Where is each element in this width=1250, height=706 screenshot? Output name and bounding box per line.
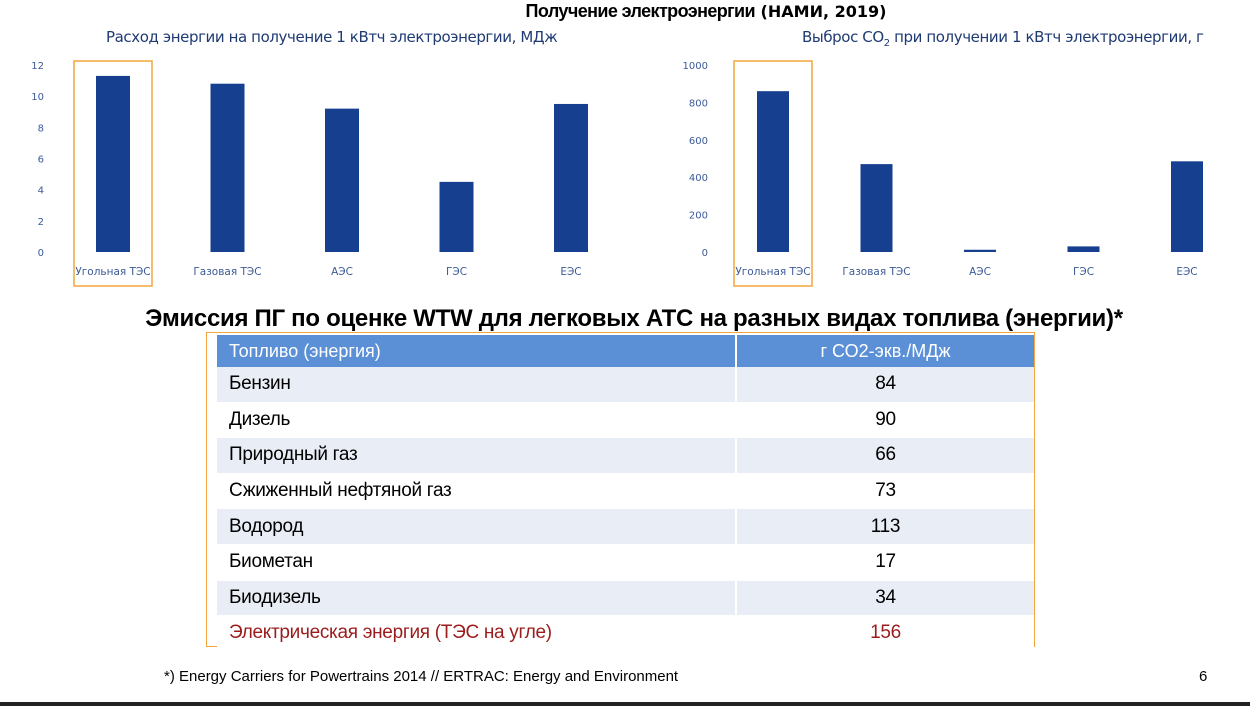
value-cell: 113 (735, 509, 1034, 545)
chart1-title: Расход энергии на получение 1 кВтч элект… (106, 28, 558, 46)
x-tick-label: Газовая ТЭС (193, 266, 261, 278)
table-row: Биометан 17 (217, 544, 1034, 581)
energy-consumption-chart: 0 2 4 6 8 10 12 Угольная ТЭС Газовая ТЭС АЭС ГЭС ЕЭ… (31, 60, 588, 287)
y-tick-label: 10 (31, 92, 44, 103)
slide-title-source: (НАМИ, 2019) (754, 2, 887, 21)
y-tick-label: 600 (689, 136, 708, 147)
page-number: 6 (1199, 668, 1208, 685)
table-row: Биодизель 34 (217, 580, 1034, 617)
slide-title: Получение электроэнергии (НАМИ, 2019) (0, 0, 1250, 23)
y-tick-label: 8 (38, 123, 44, 134)
y-tick-label: 200 (689, 211, 708, 222)
bar-2 (860, 164, 893, 252)
section-title: Эмиссия ПГ по оценке WTW для легковых АТ… (145, 305, 1123, 332)
value-cell: 34 (735, 580, 1034, 617)
fuel-cell: Сжиженный нефтяной газ (217, 473, 735, 510)
x-tick-label: Угольная ТЭС (735, 266, 810, 278)
co2-emission-chart: 0 200 400 600 800 1000 Угольная ТЭС Газовая ТЭС… (683, 60, 1203, 287)
x-tick-label: Газовая ТЭС (842, 266, 910, 278)
value-cell: 73 (735, 473, 1034, 510)
highlight-frame (733, 60, 813, 287)
table-row: Сжиженный нефтяной газ 73 (217, 473, 1034, 510)
x-tick-label: ГЭС (1073, 266, 1094, 278)
x-tick-label: ЕЭС (560, 266, 581, 278)
emission-table: Топливо (энергия) г СО2-экв./МДж Бензин … (217, 335, 1034, 652)
value-cell: 84 (735, 367, 1034, 403)
y-tick-label: 0 (702, 248, 708, 259)
value-cell: 90 (735, 402, 1034, 439)
table-row: Дизель 90 (217, 402, 1034, 439)
header-value: г СО2-экв./МДж (735, 335, 1034, 367)
x-tick-label: ГЭС (446, 266, 467, 278)
value-cell: 17 (735, 544, 1034, 581)
chart2-title: Выброс CO2 при получении 1 кВтч электроэ… (802, 28, 1204, 49)
table-row: Природный газ 66 (217, 438, 1034, 474)
y-tick-label: 2 (38, 217, 44, 228)
y-tick-label: 1000 (683, 61, 708, 72)
y-tick-label: 6 (38, 155, 44, 166)
y-tick-label: 800 (689, 98, 708, 109)
value-cell: 156 (735, 616, 1034, 652)
chart2-title-sub: 2 (883, 38, 890, 49)
bar-3 (964, 249, 996, 252)
fuel-cell: Биометан (217, 544, 735, 581)
table-row: Водород 113 (217, 509, 1034, 545)
bar-1 (757, 91, 789, 253)
fuel-cell: Бензин (217, 367, 735, 403)
table-row-highlight: Электрическая энергия (ТЭС на угле) 156 (217, 616, 1034, 652)
fuel-cell: Биодизель (217, 580, 735, 617)
x-tick-label: АЭС (331, 266, 353, 278)
bar-2 (210, 83, 245, 252)
x-tick-label: АЭС (969, 266, 991, 278)
y-tick-label: 4 (38, 186, 44, 197)
chart2-title-post: при получении 1 кВтч электроэнергии, г (889, 28, 1204, 46)
value-cell: 66 (735, 438, 1034, 474)
slide-title-main: Получение электроэнергии (525, 1, 756, 21)
footnote: *) Energy Carriers for Powertrains 2014 … (164, 668, 679, 685)
fuel-cell: Природный газ (217, 438, 735, 474)
bar-4 (1067, 246, 1100, 252)
table-row: Бензин 84 (217, 367, 1034, 403)
emission-table-frame: Топливо (энергия) г СО2-экв./МДж Бензин … (206, 332, 1035, 652)
fuel-cell: Дизель (217, 402, 735, 439)
bar-4 (439, 181, 474, 252)
y-tick-label: 12 (31, 61, 44, 72)
y-tick-label: 400 (689, 173, 708, 184)
x-tick-label: Угольная ТЭС (75, 266, 150, 278)
table-header-row: Топливо (энергия) г СО2-экв./МДж (217, 335, 1034, 367)
bar-5 (554, 103, 588, 252)
bar-1 (96, 75, 130, 253)
header-fuel: Топливо (энергия) (217, 335, 735, 367)
chart2-title-pre: Выброс CO (802, 28, 884, 46)
bar-3 (325, 108, 359, 252)
x-tick-label: ЕЭС (1176, 266, 1197, 278)
bottom-divider (0, 702, 1250, 706)
highlight-frame (73, 60, 153, 287)
y-tick-label: 0 (38, 248, 44, 259)
fuel-cell: Водород (217, 509, 735, 545)
bar-5 (1171, 161, 1203, 252)
fuel-cell: Электрическая энергия (ТЭС на угле) (217, 616, 735, 652)
